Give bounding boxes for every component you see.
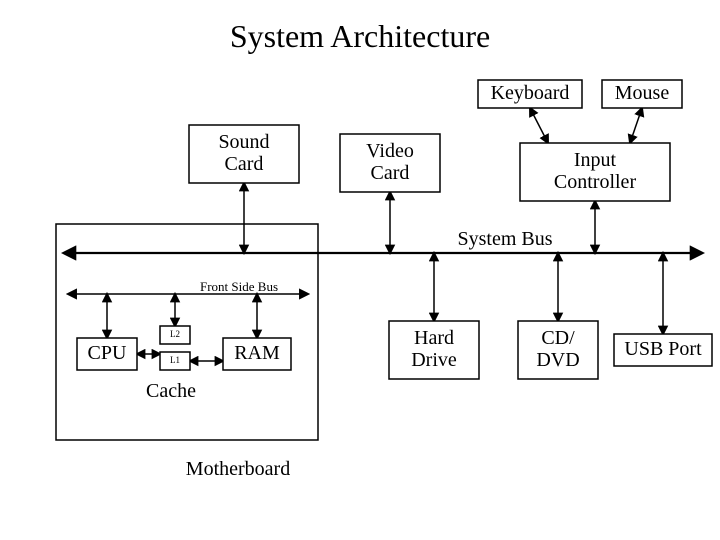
usb_port-label: USB Port — [624, 338, 702, 360]
motherboard-label: Motherboard — [186, 458, 290, 480]
system_bus-label: System Bus — [457, 228, 552, 250]
page-title: System Architecture — [230, 18, 490, 54]
connector-0 — [530, 108, 548, 143]
mouse-label: Mouse — [615, 82, 670, 104]
cache-label: Cache — [146, 380, 196, 402]
hard_drive-label: HardDrive — [411, 327, 457, 371]
architecture-diagram: System Architecture Keyboard Mouse SoundCar… — [0, 0, 720, 540]
connector-1 — [630, 108, 642, 143]
sound_card-label: SoundCard — [218, 131, 269, 175]
l1-label: L1 — [170, 355, 180, 365]
keyboard-label: Keyboard — [491, 82, 570, 104]
l2-label: L2 — [170, 329, 180, 339]
cd_dvd-label: CD/DVD — [536, 327, 579, 371]
ram-label: RAM — [234, 342, 280, 364]
video_card-label: VideoCard — [366, 140, 414, 184]
front_side_bus-label: Front Side Bus — [200, 279, 278, 294]
cpu-label: CPU — [88, 342, 127, 364]
